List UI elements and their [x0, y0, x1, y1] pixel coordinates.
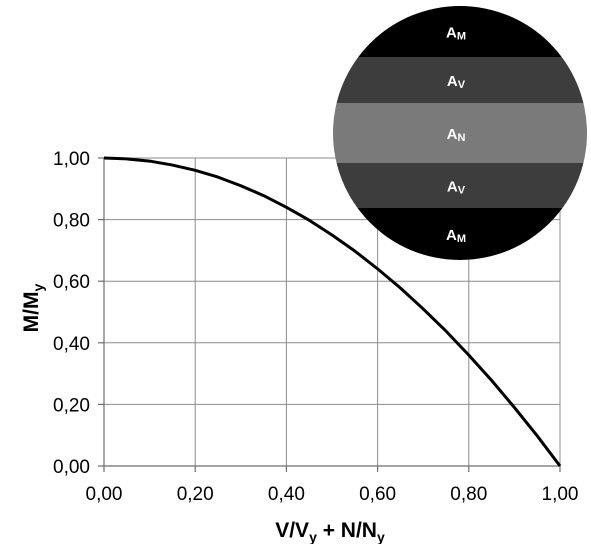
- y-tick-label: 0,60: [53, 272, 90, 293]
- tick-labels: 0,00 0,20 0,40 0,60 0,80 1,00 0,00 0,20 0,40 0,60…: [53, 149, 578, 505]
- series-line: [103, 156, 562, 467]
- band-label: AN: [447, 126, 466, 144]
- band-label: AV: [447, 179, 466, 197]
- series-layer: [103, 156, 562, 467]
- x-tick-label: 0,20: [177, 484, 214, 505]
- cross-section-band: [333, 103, 587, 163]
- x-tick-label: 0,80: [450, 484, 487, 505]
- y-axis-title: M/My: [20, 283, 46, 332]
- x-tick-label: 1,00: [542, 484, 579, 505]
- y-tick-label: 0,40: [53, 334, 90, 355]
- x-axis-title: V/Vy + N/Ny: [275, 519, 385, 544]
- y-tick-label: 0,20: [53, 395, 90, 416]
- cross-section-band: [333, 163, 587, 208]
- x-tick-label: 0,60: [359, 484, 396, 505]
- band-label: AV: [447, 73, 466, 91]
- band-label: AM: [446, 25, 466, 43]
- x-tick-label: 0,00: [86, 484, 123, 505]
- axis-layer: [98, 157, 561, 472]
- cross-section-inset: AM AV AN AV AM: [333, 6, 587, 260]
- y-tick-label: 0,00: [53, 457, 90, 478]
- band-label: AM: [446, 227, 466, 245]
- y-tick-label: 1,00: [53, 149, 90, 170]
- x-tick-label: 0,40: [268, 484, 305, 505]
- cross-section-band: [333, 57, 587, 103]
- y-tick-label: 0,80: [53, 211, 90, 232]
